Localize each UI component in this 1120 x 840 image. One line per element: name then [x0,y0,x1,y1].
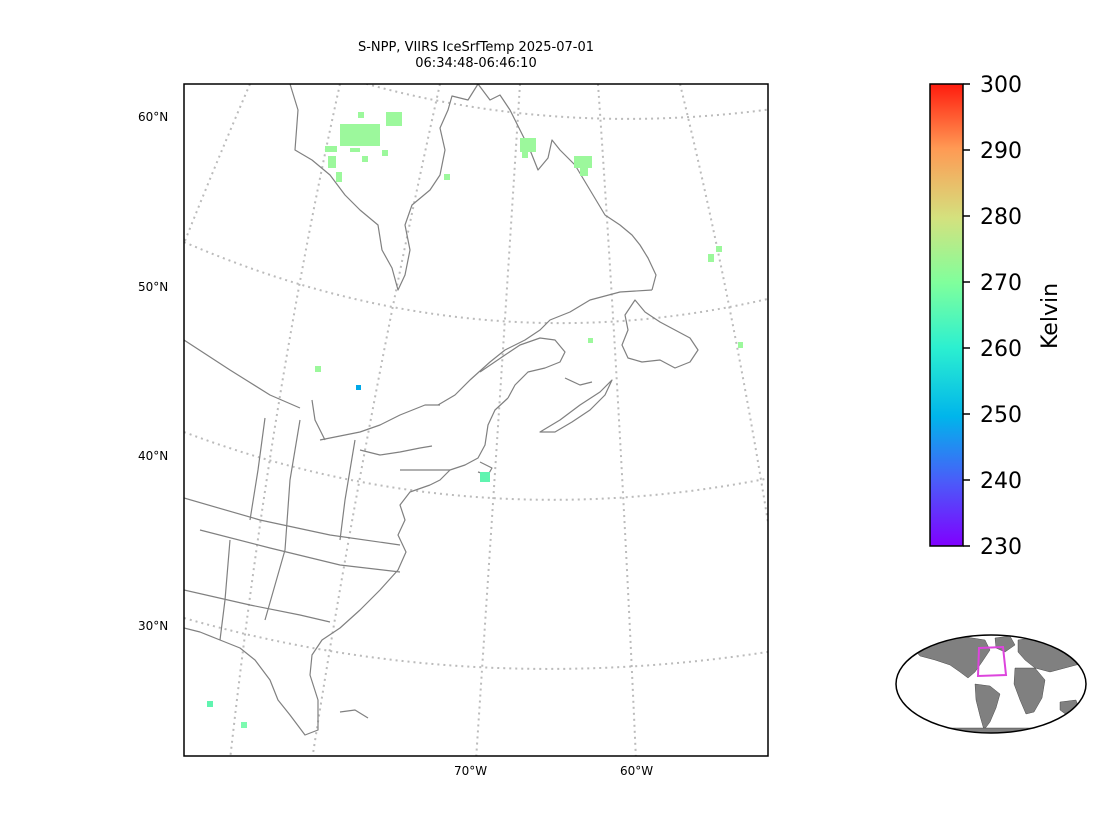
data-point-gulf-mexico-a [207,701,213,707]
global-locator-map [895,634,1087,734]
parallel-40n [184,431,768,501]
meridian-b [229,84,341,756]
meridian-70w [475,84,521,756]
colorbar: 300 290 280 270 260 250 240 230 Kelvin [929,73,1063,560]
data-point-hudson-cluster [325,112,402,182]
parallel-50n [184,241,768,325]
colorbar-tick-280: 280 [980,205,1022,230]
inset-region-highlight [976,645,1008,678]
latitude-labels: 60°N 50°N 40°N 30°N [138,110,168,633]
meridian-60w [597,84,637,756]
map-frame [183,83,769,757]
lat-label-60n: 60°N [138,110,168,124]
colorbar-ticks [963,83,970,547]
colorbar-tick-300: 300 [980,73,1022,98]
graticule [184,84,768,756]
map-title: S-NPP, VIIRS IceSrfTemp 2025-07-01 06:34… [276,40,676,72]
map-title-line-2: 06:34:48-06:46:10 [415,56,537,71]
colorbar-tick-260: 260 [980,337,1022,362]
colorbar-label: Kelvin [1038,283,1063,349]
coastlines [184,84,699,736]
colorbar-tick-270: 270 [980,271,1022,296]
data-point-gulf-st-lawrence [588,338,593,343]
main-map [183,83,769,757]
longitude-labels: 70°W 60°W [454,764,653,778]
data-point-ungava-cluster [520,138,536,158]
data-point-baffin-patch [444,174,450,180]
lon-label-60w: 60°W [620,764,653,778]
colorbar-tick-290: 290 [980,139,1022,164]
colorbar-tick-230: 230 [980,535,1022,560]
data-point-labrador-sea-a [574,156,592,176]
lat-label-40n: 40°N [138,449,168,463]
lat-label-30n: 30°N [138,619,168,633]
data-layer [207,112,743,728]
data-point-atlantic-east [738,342,743,348]
data-point-gulf-mexico-b [241,722,247,728]
data-point-cape-cod [480,472,490,482]
parallel-60n [363,84,768,120]
data-point-labrador-sea-b [708,246,722,262]
data-point-quebec-blue [356,385,361,390]
lat-label-50n: 50°N [138,280,168,294]
map-title-line-1: S-NPP, VIIRS IceSrfTemp 2025-07-01 [357,40,595,55]
colorbar-tick-240: 240 [980,469,1022,494]
meridian-c [311,84,441,756]
colorbar-gradient [929,83,964,547]
data-point-ontario-green [315,366,321,372]
lon-label-70w: 70°W [454,764,487,778]
colorbar-tick-250: 250 [980,403,1022,428]
